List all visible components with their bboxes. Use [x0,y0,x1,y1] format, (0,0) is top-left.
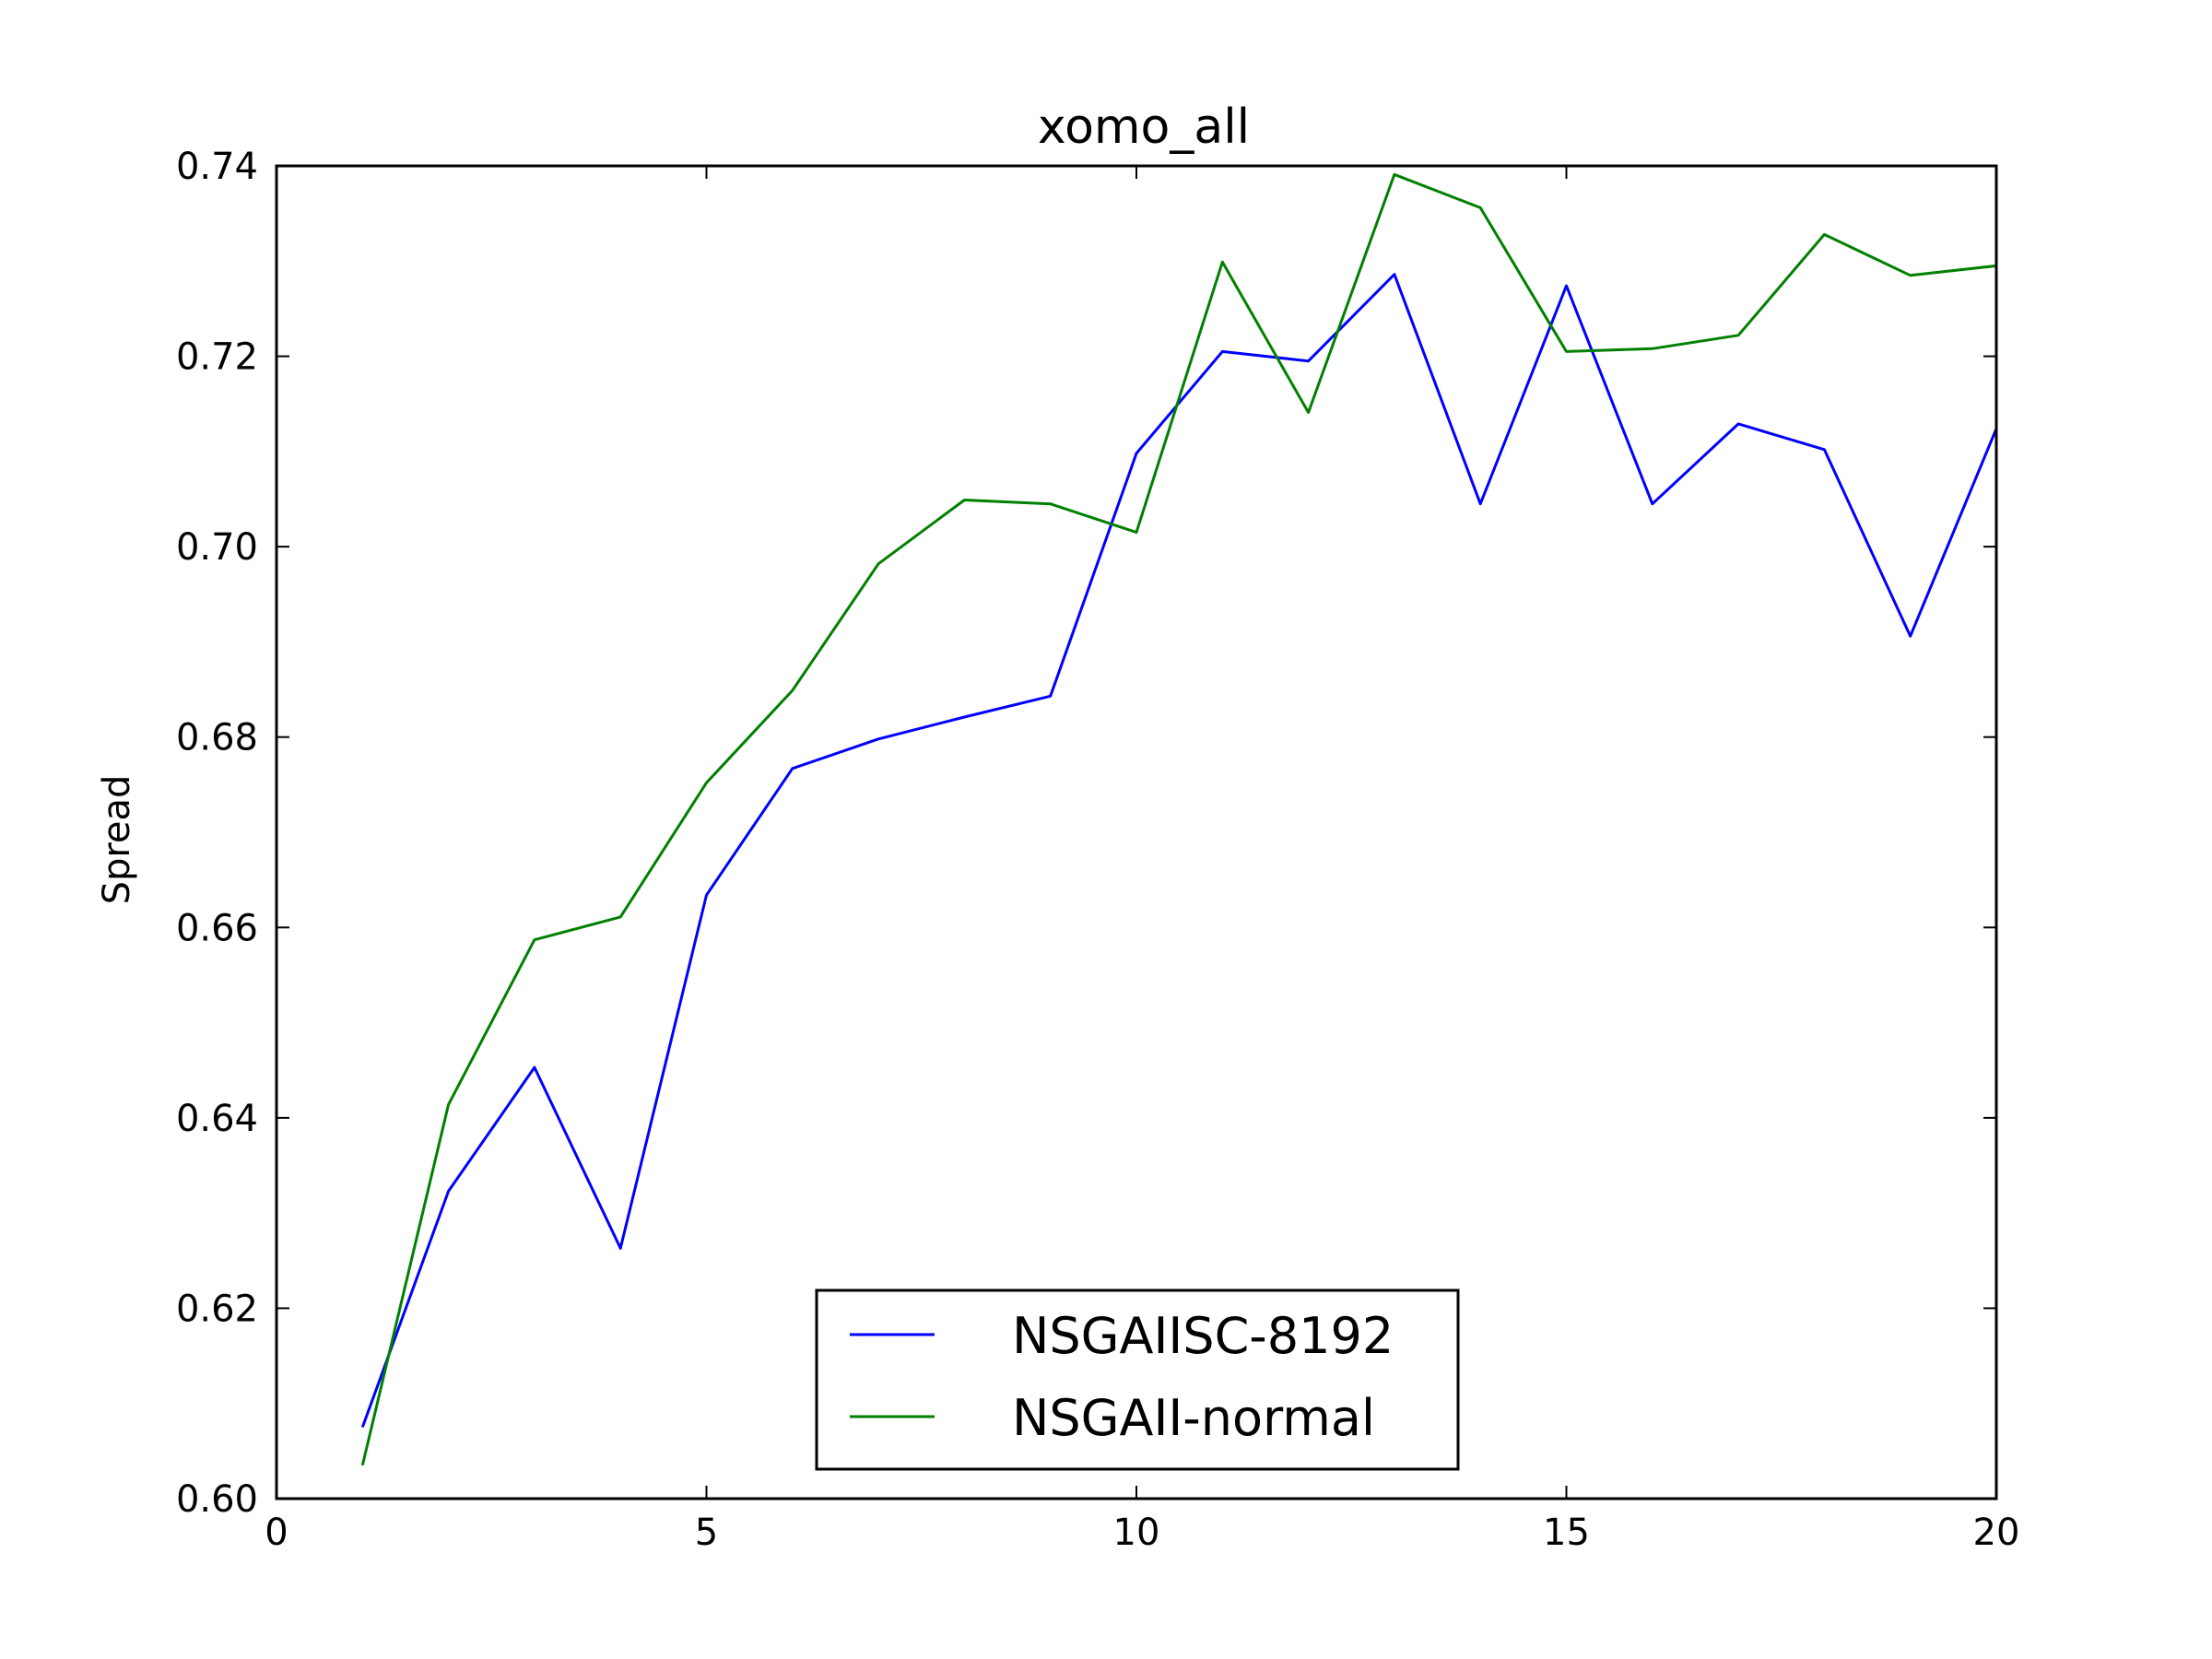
legend-label-nsgaiisc: NSGAIISC-8192 [1012,1307,1394,1365]
ticks-layer: 0 5 10 15 20 0.60 0.62 0.64 0.66 0.68 0.70 0.72 0.74 [176,146,2020,1554]
series-line-nsgaiisc-8192 [360,273,1998,1429]
y-tick-label: 0.70 [176,526,258,569]
y-tick-label: 0.74 [176,146,258,188]
series-layer [360,172,1998,1466]
y-tick-label: 0.72 [176,336,258,379]
x-tick-label: 20 [1973,1512,2020,1554]
y-tick-label: 0.68 [176,717,258,759]
y-axis-label: Spread [96,775,138,905]
series-line-nsgaii-normal [360,172,1997,1466]
x-tick-label: 0 [265,1512,288,1554]
legend-box [815,1288,1460,1471]
x-tick-label: 15 [1543,1512,1590,1554]
chart-title: xomo_all [1038,100,1250,155]
plot-frame [275,164,1998,1500]
x-tick-label: 10 [1113,1512,1160,1554]
x-tick-label: 5 [695,1512,718,1554]
legend-label-nsgaii-normal: NSGAII-normal [1012,1389,1375,1447]
y-tick-label: 0.66 [176,907,258,949]
y-tick-label: 0.60 [176,1478,258,1521]
y-tick-label: 0.64 [176,1098,258,1140]
legend: NSGAIISC-8192 NSGAII-normal [815,1288,1460,1471]
y-tick-label: 0.62 [176,1288,258,1330]
